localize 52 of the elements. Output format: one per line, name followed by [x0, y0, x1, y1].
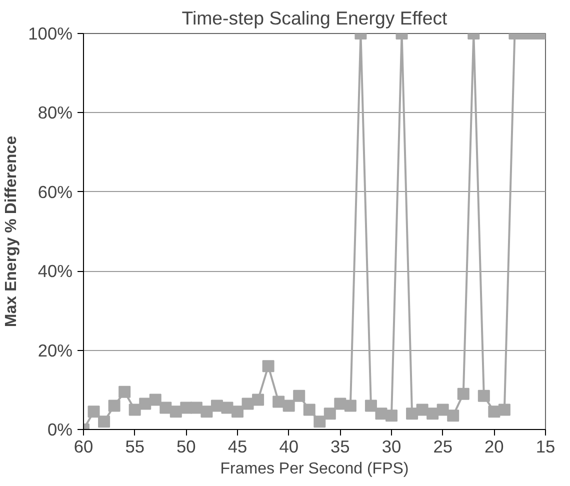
- point: [436, 404, 449, 416]
- point: [108, 400, 120, 412]
- x-tick-label: 45: [228, 436, 248, 456]
- point: [200, 406, 213, 418]
- x-tick-label: 50: [176, 436, 196, 456]
- x-tick-label: 15: [536, 436, 556, 456]
- point: [232, 406, 244, 418]
- x-tick-label: 25: [433, 436, 452, 456]
- point: [324, 408, 336, 420]
- y-tick-label: 0%: [47, 420, 72, 440]
- point: [252, 394, 264, 406]
- point: [364, 400, 377, 412]
- x-tick-label: 35: [330, 436, 350, 456]
- point: [293, 390, 306, 402]
- point: [149, 394, 162, 406]
- point: [488, 406, 500, 418]
- x-tick-label: 60: [74, 436, 94, 456]
- point: [406, 408, 418, 420]
- point: [262, 360, 274, 372]
- point: [118, 386, 131, 398]
- point: [88, 406, 100, 418]
- point: [447, 410, 460, 422]
- x-tick-label: 40: [279, 436, 298, 456]
- point: [478, 390, 490, 402]
- point: [282, 400, 295, 412]
- chart-title: Time-step Scaling Energy Effect: [182, 8, 448, 28]
- x-axis-title: Frames Per Second (FPS): [220, 460, 409, 478]
- y-tick-label: 100%: [28, 24, 73, 44]
- point: [272, 396, 285, 408]
- point: [386, 410, 398, 422]
- x-tick-label: 30: [382, 436, 402, 456]
- point: [334, 398, 346, 410]
- y-axis-title: Max Energy % Difference: [3, 136, 20, 328]
- point: [426, 408, 439, 420]
- point: [160, 402, 172, 414]
- y-tick-label: 80%: [38, 102, 73, 123]
- y-tick-label: 40%: [38, 261, 73, 282]
- point: [128, 404, 141, 416]
- point: [303, 404, 316, 416]
- point: [457, 388, 470, 400]
- point: [139, 398, 152, 410]
- point: [344, 400, 356, 412]
- x-tick-label: 55: [125, 436, 144, 456]
- point: [498, 404, 510, 416]
- y-tick-label: 60%: [38, 182, 73, 202]
- y-tick-label: 20%: [38, 340, 73, 360]
- point: [98, 416, 110, 428]
- point: [221, 402, 234, 414]
- point: [314, 416, 326, 428]
- point: [416, 404, 428, 416]
- point: [375, 408, 388, 420]
- x-tick-label: 20: [484, 436, 504, 456]
